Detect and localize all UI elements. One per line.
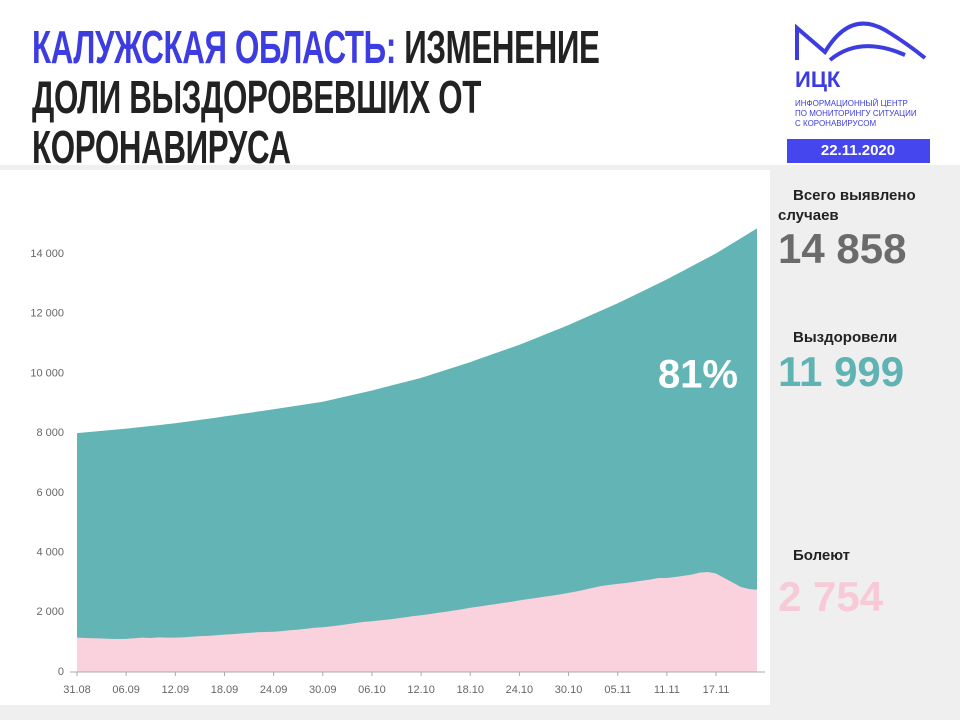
x-tick-label: 31.08 <box>63 684 91 696</box>
x-tick-label: 24.09 <box>260 684 288 696</box>
x-tick-label: 24.10 <box>506 684 534 696</box>
x-tick-label: 12.10 <box>407 684 435 696</box>
logo-line: ПО МОНИТОРИНГУ СИТУАЦИИ <box>795 109 917 118</box>
stat-value: 2 754 <box>778 573 884 620</box>
x-tick-label: 18.09 <box>211 684 239 696</box>
logo-line: С КОРОНАВИРУСОМ <box>795 119 876 128</box>
area <box>77 571 757 672</box>
y-tick-label: 4 000 <box>36 546 64 558</box>
y-tick-label: 12 000 <box>30 308 64 320</box>
region: КАЛУЖСКАЯ ОБЛАСТЬ: <box>32 21 396 73</box>
y-tick-label: 14 000 <box>30 248 64 260</box>
logo: ИЦК ИНФОРМАЦИОННЫЙ ЦЕНТР ПО МОНИТОРИНГУ … <box>787 21 930 163</box>
logo-name: ИЦК <box>795 67 841 92</box>
x-tick-label: 12.09 <box>162 684 190 696</box>
stat-value: 11 999 <box>778 348 904 395</box>
share-label: 81% <box>658 353 738 397</box>
date-box <box>787 139 930 163</box>
x-tick-label: 06.09 <box>112 684 140 696</box>
x-tick-label: 18.10 <box>456 684 484 696</box>
stat-label: Всего выявлено случаев <box>778 187 916 224</box>
x-tick-label: 11.11 <box>654 684 680 696</box>
area <box>77 228 757 672</box>
title: КАЛУЖСКАЯ ОБЛАСТЬ: ИЗМЕНЕНИЕ ДОЛИ ВЫЗДОР… <box>32 22 644 172</box>
title-text: ИЗМЕНЕНИЕ ДОЛИ ВЫЗДОРОВЕВШИХ ОТ КОРОНАВИ… <box>32 21 600 173</box>
stat-label: Выздоровели <box>793 329 897 346</box>
x-tick-label: 17.11 <box>703 684 730 696</box>
stat-label-line: Всего выявлено <box>793 187 916 204</box>
y-tick-label: 10 000 <box>30 367 64 379</box>
date: 22.11.2020 <box>821 142 895 159</box>
x-tick-label: 30.09 <box>309 684 337 696</box>
y-tick-label: 6 000 <box>36 487 64 499</box>
x-tick-label: 30.10 <box>555 684 583 696</box>
y-tick-label: 2 000 <box>36 606 64 618</box>
stat-value: 14 858 <box>778 225 906 272</box>
x-tick-label: 05.11 <box>604 684 631 696</box>
x-tick-label: 06.10 <box>358 684 386 696</box>
logo-line: ИНФОРМАЦИОННЫЙ ЦЕНТР <box>795 99 908 108</box>
y-tick-label: 0 <box>58 666 64 678</box>
logo-icon <box>795 21 927 62</box>
stat-label-line: случаев <box>778 207 839 224</box>
y-tick-label: 8 000 <box>36 427 64 439</box>
stat-label: Болеют <box>793 547 850 564</box>
